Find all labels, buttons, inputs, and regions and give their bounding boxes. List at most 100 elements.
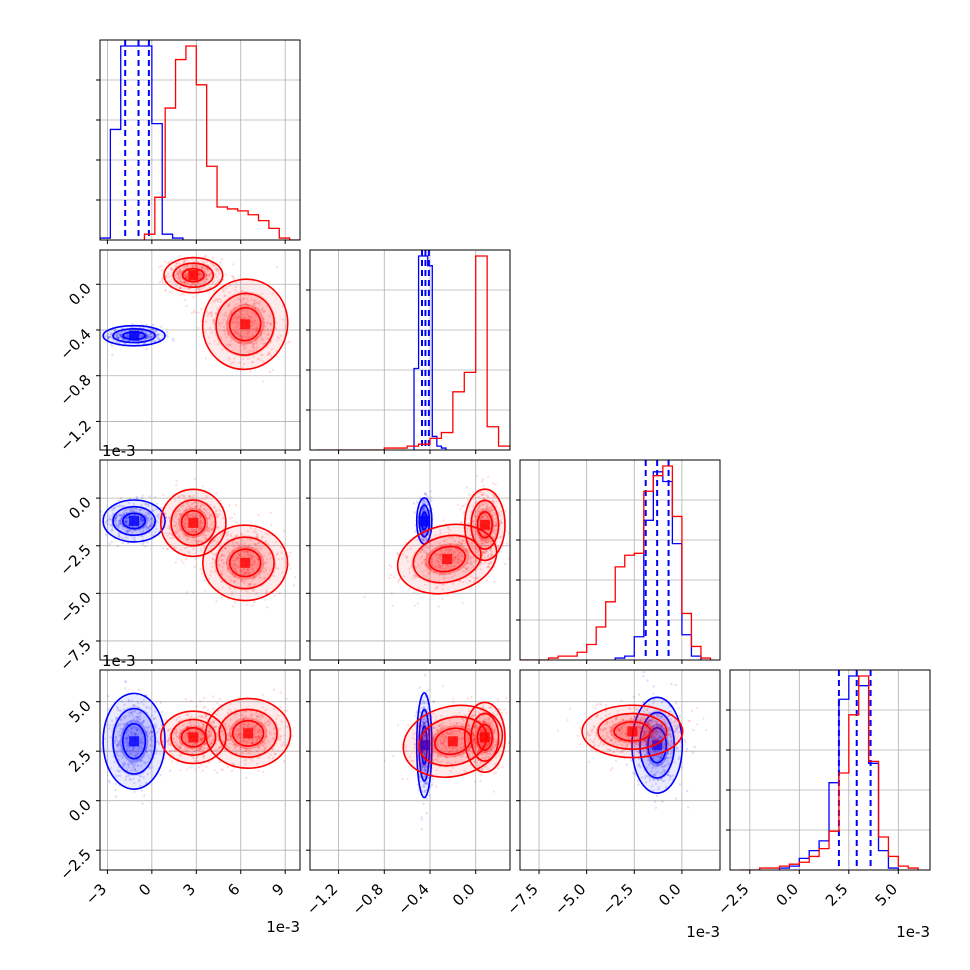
sample-point [491, 499, 495, 503]
sample-point [419, 497, 422, 500]
sample-point [185, 732, 188, 736]
sample-point [234, 504, 237, 507]
sample-point [421, 555, 424, 558]
sample-point [191, 282, 194, 285]
sample-point [288, 340, 291, 343]
sample-point [443, 539, 446, 543]
sample-point [252, 346, 255, 350]
sample-point [177, 518, 180, 521]
sample-point [194, 741, 197, 745]
sample-point [111, 729, 114, 732]
sample-point [269, 339, 273, 343]
sample-point [242, 304, 245, 307]
sample-point [475, 510, 479, 514]
sample-point [140, 764, 143, 767]
sample-point [229, 310, 232, 314]
sample-point [195, 265, 198, 269]
sample-point [493, 580, 496, 583]
sample-point [175, 510, 179, 513]
sample-point [186, 502, 190, 505]
sample-point [470, 556, 473, 559]
sample-point [157, 336, 160, 339]
sample-point [435, 586, 438, 589]
histogram-step-series-0 [413, 255, 447, 450]
sample-point [147, 503, 150, 506]
sample-point [434, 534, 437, 537]
sample-point [196, 505, 199, 509]
sample-point [392, 575, 396, 579]
sample-point [109, 736, 112, 739]
sample-point [276, 335, 279, 339]
sample-point [235, 564, 238, 568]
histogram-step-series-1 [520, 465, 712, 660]
sample-point [438, 553, 441, 557]
sample-point [134, 529, 137, 532]
sample-point [193, 477, 196, 481]
sample-point [426, 553, 429, 556]
sample-point [486, 503, 489, 507]
sample-point [429, 560, 432, 563]
sample-point [228, 576, 232, 579]
sample-point [184, 739, 187, 742]
sample-point [253, 583, 257, 586]
sample-point [417, 564, 421, 567]
sample-point [211, 263, 214, 266]
sample-point [113, 518, 117, 521]
sample-point [476, 576, 479, 579]
sample-point [204, 271, 207, 274]
sample-point [145, 731, 149, 734]
sample-point [211, 321, 215, 324]
sample-point [269, 323, 272, 326]
sample-point [118, 335, 122, 338]
sample-point [439, 544, 442, 548]
sample-point [229, 533, 232, 536]
sample-point [500, 520, 503, 523]
sample-point [198, 517, 202, 520]
sample-point [209, 732, 213, 736]
sample-point [177, 745, 180, 749]
sample-point [235, 748, 238, 751]
sample-point [170, 760, 174, 763]
sample-point [127, 698, 130, 702]
sample-point [164, 289, 167, 292]
sample-point [285, 725, 289, 728]
sample-point [132, 717, 135, 720]
sample-point [146, 502, 149, 505]
sample-point [507, 557, 510, 560]
sample-point [254, 306, 257, 309]
sample-point [226, 734, 229, 737]
sample-point [474, 546, 478, 549]
sample-point [253, 555, 256, 558]
sample-point [476, 577, 479, 580]
sample-point [403, 575, 406, 578]
sample-point [252, 328, 255, 331]
sample-point [223, 547, 227, 550]
sample-point [135, 507, 138, 510]
sample-point [118, 514, 122, 517]
sample-point [188, 495, 192, 498]
sample-point [421, 509, 424, 513]
sample-point [424, 537, 427, 541]
sample-point [126, 520, 129, 524]
sample-point [486, 554, 490, 557]
sample-point [120, 514, 123, 517]
sample-point [141, 534, 144, 538]
sample-point [225, 561, 228, 564]
sample-point [150, 335, 153, 339]
sample-point [483, 533, 486, 536]
sample-point [139, 722, 142, 726]
sample-point [157, 337, 160, 341]
sample-point [195, 514, 198, 517]
sample-point [215, 771, 219, 774]
sample-point [186, 264, 189, 268]
sample-point [108, 335, 111, 339]
sample-point [238, 335, 241, 338]
sample-point [195, 530, 198, 533]
sample-point [413, 576, 417, 579]
sample-point [135, 758, 138, 762]
sample-point [175, 730, 179, 733]
sample-point [194, 742, 197, 745]
sample-point [440, 567, 443, 570]
sample-point [170, 267, 174, 271]
sample-point [105, 723, 108, 726]
